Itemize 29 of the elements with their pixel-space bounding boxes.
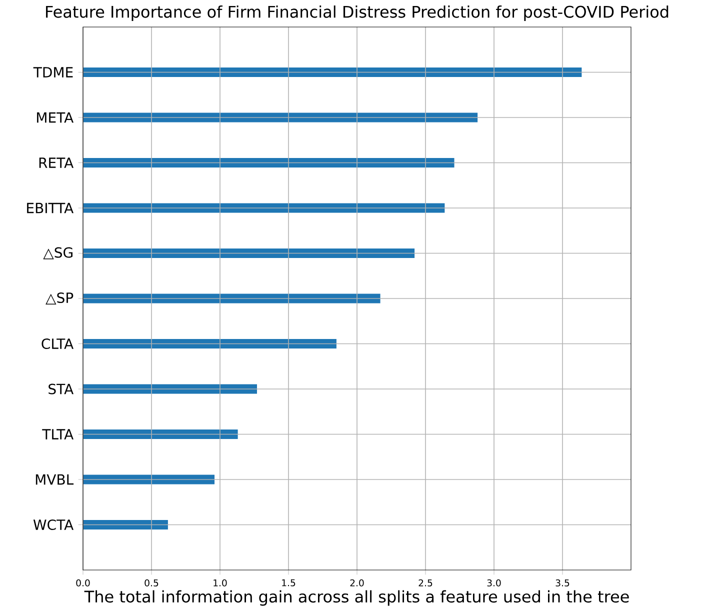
bar bbox=[83, 429, 238, 439]
y-tick-label: META bbox=[37, 112, 74, 123]
y-tick-label: △SG bbox=[43, 247, 72, 260]
x-tick-label: 0.0 bbox=[76, 579, 90, 586]
y-tick-label: EBITTA bbox=[27, 202, 74, 214]
bar bbox=[83, 520, 168, 530]
y-tick-label: △SP bbox=[46, 292, 74, 305]
x-tick-label: 3.0 bbox=[487, 579, 501, 586]
y-tick-label: WCTA bbox=[33, 519, 74, 530]
x-tick-label: 0.5 bbox=[144, 579, 158, 586]
x-tick-label: 1.5 bbox=[282, 579, 296, 586]
y-tick-label: STA bbox=[48, 384, 74, 394]
x-tick-label: 1.0 bbox=[214, 579, 227, 586]
x-tick-label: 2.5 bbox=[418, 579, 432, 586]
chart-title: Feature Importance of Firm Financial Distress Prediction for post-COVID Period bbox=[46, 5, 668, 21]
x-axis-title: The total information gain across all splits a feature used in the tree bbox=[84, 590, 629, 606]
y-tick-label: MVBL bbox=[36, 474, 74, 485]
bar bbox=[83, 384, 257, 394]
y-tick-label: TDME bbox=[33, 67, 73, 78]
y-tick-label: RETA bbox=[39, 158, 74, 168]
bar bbox=[83, 474, 215, 484]
y-tick-label: CLTA bbox=[42, 338, 74, 350]
y-tick-label: TLTA bbox=[42, 429, 74, 440]
x-tick-label: 2.0 bbox=[350, 579, 364, 586]
bar bbox=[83, 158, 454, 168]
x-tick-label: 3.5 bbox=[556, 579, 570, 586]
bar bbox=[83, 338, 336, 348]
bar bbox=[83, 67, 582, 77]
bar bbox=[83, 248, 415, 258]
